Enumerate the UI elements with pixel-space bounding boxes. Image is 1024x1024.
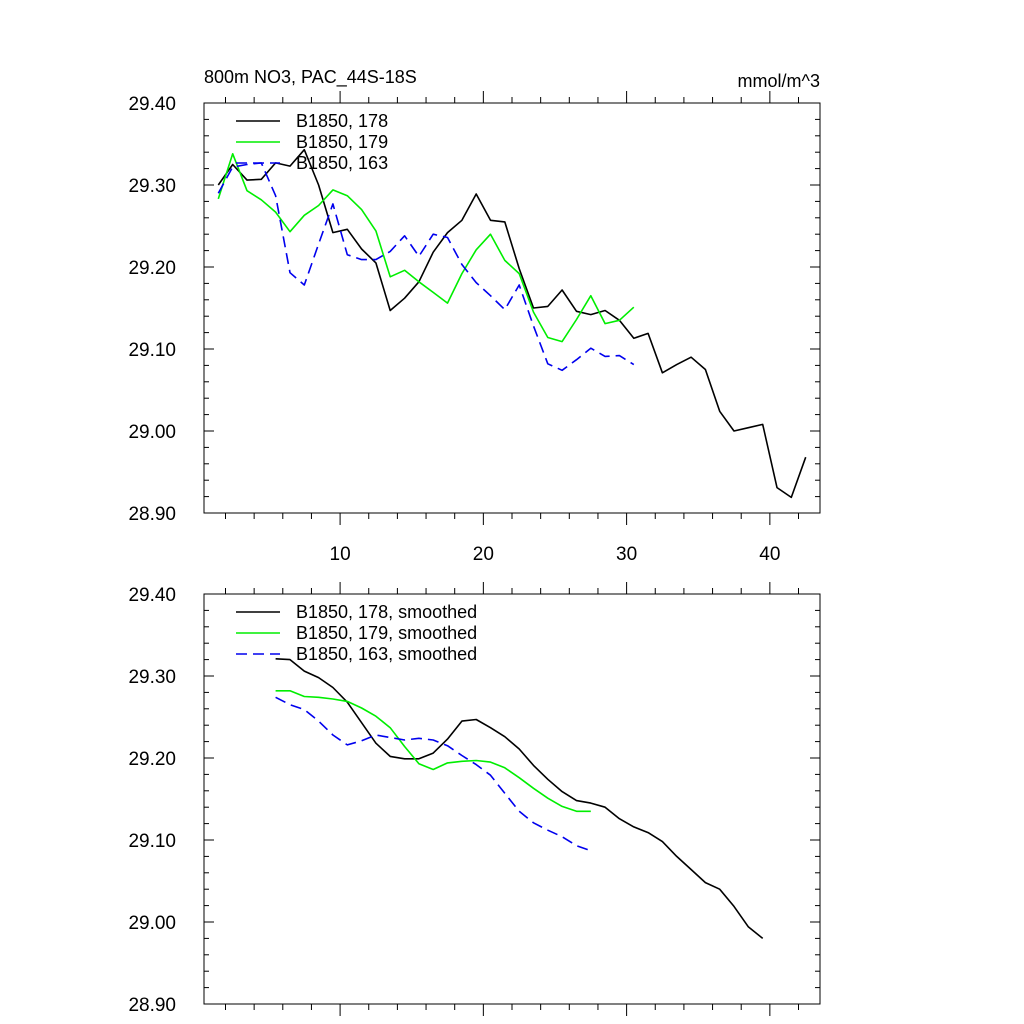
y-tick-label: 29.40 — [128, 94, 176, 115]
legend-label: B1850, 179 — [296, 132, 388, 152]
legend-label: B1850, 163, smoothed — [296, 644, 477, 664]
x-tick-label: 30 — [616, 544, 637, 565]
series-line-1 — [217, 148, 807, 499]
x-tick-label: 20 — [473, 544, 494, 565]
plot-area-top — [217, 148, 807, 499]
series-line-2 — [275, 689, 591, 813]
units-label: mmol/m^3 — [738, 71, 820, 91]
legend-label: B1850, 178 — [296, 111, 388, 131]
y-tick-label: 29.30 — [128, 667, 176, 688]
chart-panel-top: 800m NO3, PAC_44S-18S mmol/m^3 B1850, 17… — [128, 67, 821, 565]
legend-label: B1850, 163 — [296, 153, 388, 173]
series-line-3 — [217, 162, 635, 372]
y-tick-label: 29.40 — [128, 585, 176, 606]
y-tick-label: 28.90 — [128, 504, 176, 525]
y-tick-label: 29.20 — [128, 258, 176, 279]
y-tick-label: 29.10 — [128, 831, 176, 852]
y-tick-label: 29.00 — [128, 913, 176, 934]
x-tick-label: 40 — [759, 544, 780, 565]
y-tick-label: 29.10 — [128, 340, 176, 361]
y-tick-label: 28.90 — [128, 995, 176, 1016]
chart-title: 800m NO3, PAC_44S-18S — [204, 67, 417, 88]
legend-label: B1850, 179, smoothed — [296, 623, 477, 643]
y-tick-label: 29.20 — [128, 749, 176, 770]
plot-area-bottom — [275, 658, 764, 940]
y-tick-label: 29.00 — [128, 422, 176, 443]
series-line-2 — [217, 153, 635, 343]
legend-label: B1850, 178, smoothed — [296, 602, 477, 622]
y-tick-label: 29.30 — [128, 176, 176, 197]
x-tick-label: 10 — [330, 544, 351, 565]
series-line-3 — [275, 696, 592, 852]
series-line-1 — [275, 658, 764, 940]
